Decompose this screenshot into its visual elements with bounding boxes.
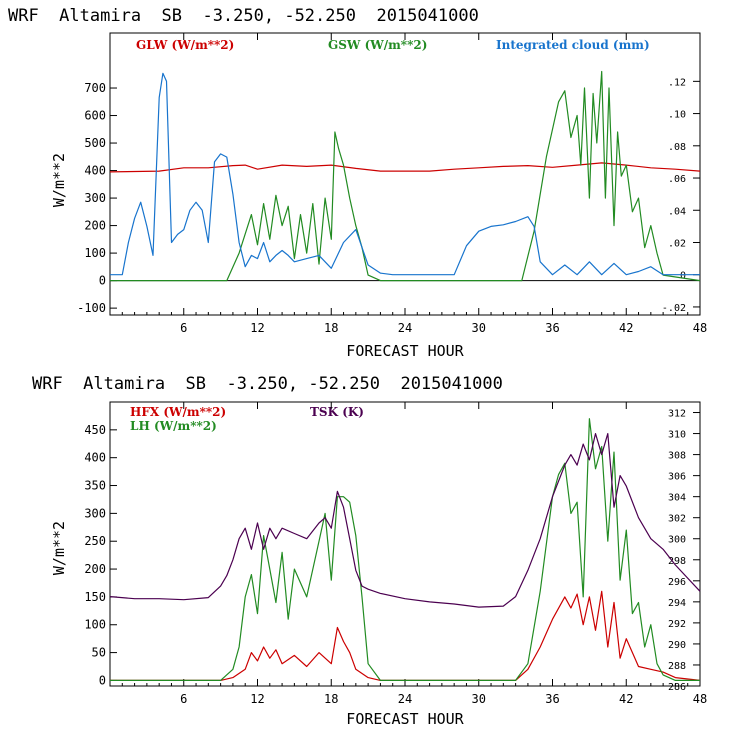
y-tick-label: 300 [84,506,106,520]
y-tick-label: 250 [84,534,106,548]
chart2-y-label: W/m**2 [50,521,68,575]
x-tick-label: 12 [250,692,264,706]
x-tick-label: 48 [693,321,707,335]
y2-tick-label: .04 [668,206,686,217]
y2-tick-label: 302 [668,514,686,525]
chart2-x-axis: 6 12 18 24 30 36 42 48 [121,402,707,706]
y-tick-label: 0 [99,673,106,687]
y2-tick-label: 288 [668,661,686,672]
y2-tick-label: 300 [668,535,686,546]
chart1-y2-axis: -.02 0 .02 .04 .06 .08 .10 .12 [662,77,700,314]
y-tick-label: 400 [84,451,106,465]
chart2-legend-lh: LH (W/m**2) [130,419,217,433]
y2-tick-label: 290 [668,640,686,651]
y2-tick-label: 298 [668,556,686,567]
y2-tick-label: .02 [668,238,686,249]
x-tick-label: 24 [398,692,412,706]
chart2-series-group [109,418,701,682]
y2-tick-label: .06 [668,174,686,185]
chart1-title: WRF Altamira SB -3.250, -52.250 20150410… [8,6,479,26]
chart2-legend-hfx: HFX (W/m**2) [130,405,226,419]
y2-tick-label: 310 [668,430,686,441]
x-tick-label: 18 [324,321,338,335]
y2-tick-label: 296 [668,577,686,588]
chart1-legend-glw: GLW (W/m**2) [136,38,234,52]
y-tick-label: -100 [77,301,106,315]
chart2-title: WRF Altamira SB -3.250, -52.250 20150410… [32,374,503,394]
chart1-y-axis: -100 0 100 200 300 400 500 600 700 [77,81,117,315]
y2-tick-label: 292 [668,619,686,630]
x-tick-label: 18 [324,692,338,706]
y2-tick-label: 286 [668,682,686,693]
y-tick-label: 100 [84,246,106,260]
y2-tick-label: 304 [668,493,686,504]
series-line-integrated-cloud-mm [110,72,700,276]
x-tick-label: 30 [472,321,486,335]
y2-tick-label: 312 [668,409,686,420]
x-tick-label: 36 [545,321,559,335]
chart1-series-group [109,70,701,282]
y2-tick-label: .08 [668,142,686,153]
y-tick-label: 700 [84,81,106,95]
y-tick-label: 200 [84,219,106,233]
chart1-legend-cloud: Integrated cloud (mm) [496,38,650,52]
chart1-legend-gsw: GSW (W/m**2) [328,38,427,52]
y-tick-label: 200 [84,562,106,576]
y2-tick-label: .12 [668,77,686,88]
y2-tick-label: -.02 [662,303,686,314]
y-tick-label: 300 [84,191,106,205]
series-line-lh-w-m-2 [110,418,700,682]
y-tick-label: 350 [84,479,106,493]
x-tick-label: 36 [545,692,559,706]
y2-tick-label: 308 [668,451,686,462]
y-tick-label: 0 [99,274,106,288]
y2-tick-label: 294 [668,598,686,609]
chart2-x-label: FORECAST HOUR [346,710,464,728]
x-tick-label: 42 [619,692,633,706]
y-tick-label: 500 [84,136,106,150]
series-line-gsw-w-m-2 [110,70,701,282]
y2-tick-label: .10 [668,110,686,121]
x-tick-label: 48 [693,692,707,706]
x-tick-label: 6 [180,321,187,335]
x-tick-label: 6 [180,692,187,706]
y2-tick-label: 306 [668,472,686,483]
y-tick-label: 50 [92,646,106,660]
y-tick-label: 100 [84,618,106,632]
chart2-legend-tsk: TSK (K) [310,405,364,419]
y-tick-label: 400 [84,164,106,178]
x-tick-label: 30 [472,692,486,706]
chart2-plot-area [109,401,701,687]
series-line-hfx-w-m-2 [110,590,701,682]
chart1-y-label: W/m**2 [50,153,68,207]
chart2-y-axis: 0 50 100 150 200 250 300 350 400 450 [84,423,117,687]
y-tick-label: 150 [84,590,106,604]
y-tick-label: 600 [84,109,106,123]
series-line-glw-w-m-2 [109,162,701,173]
y-tick-label: 450 [84,423,106,437]
chart1-plot-area [109,32,701,316]
series-line-tsk-k [109,433,701,608]
chart1-x-axis: 6 12 18 24 30 36 42 48 [121,33,707,335]
x-tick-label: 42 [619,321,633,335]
chart2-y2-axis: 286 288 290 292 294 296 298 300 302 304 306 308 310 3… [668,409,700,693]
y2-tick-label: 0 [680,271,686,282]
x-tick-label: 12 [250,321,264,335]
chart1-x-label: FORECAST HOUR [346,342,464,360]
x-tick-label: 24 [398,321,412,335]
